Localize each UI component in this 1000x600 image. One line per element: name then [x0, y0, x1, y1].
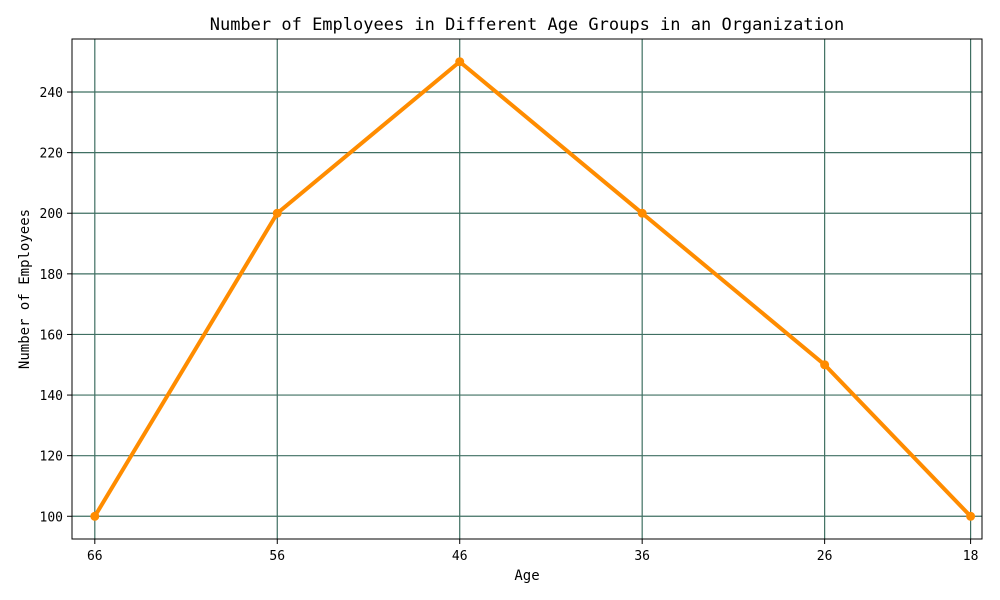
series-layer — [90, 57, 976, 521]
data-point — [637, 208, 647, 218]
y-tick-label: 120 — [40, 450, 63, 465]
axis-ticks: 66 56 46 36 26 18 100 120 140 160 180 200 220 240 — [40, 86, 979, 564]
plot-frame — [71, 38, 983, 540]
series-line — [92, 59, 973, 519]
x-axis-label: Age — [514, 568, 539, 584]
data-point — [272, 208, 282, 218]
y-tick-label: 220 — [40, 147, 63, 162]
y-tick-label: 180 — [40, 268, 63, 283]
x-tick-label: 18 — [963, 549, 979, 564]
data-point — [820, 360, 830, 370]
y-tick-label: 240 — [40, 86, 63, 101]
y-tick-label: 100 — [40, 510, 63, 525]
x-tick-label: 36 — [634, 549, 650, 564]
data-point — [966, 511, 976, 521]
y-tick-label: 200 — [40, 207, 63, 222]
x-tick-label: 46 — [452, 549, 468, 564]
y-axis-label: Number of Employees — [17, 209, 33, 369]
x-tick-label: 56 — [269, 549, 285, 564]
x-tick-label: 66 — [87, 549, 103, 564]
chart-title: Number of Employees in Different Age Gro… — [210, 15, 845, 35]
y-tick-label: 160 — [40, 328, 63, 343]
data-point — [455, 57, 465, 67]
x-tick-label: 26 — [817, 549, 833, 564]
data-point — [90, 511, 100, 521]
y-tick-label: 140 — [40, 389, 63, 404]
grid — [72, 39, 982, 539]
